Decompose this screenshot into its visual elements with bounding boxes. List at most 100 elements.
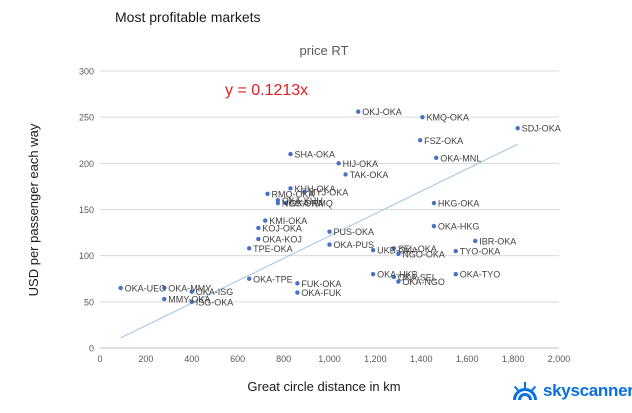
y-tick-label: 250	[79, 113, 94, 123]
point-label: NGO-OKA	[402, 249, 445, 259]
data-point	[256, 236, 261, 242]
grid-lines	[100, 70, 559, 303]
y-tick-label: 300	[79, 67, 94, 77]
point-label: MYJ-OKA	[308, 187, 348, 197]
data-point	[391, 246, 396, 251]
data-point	[355, 109, 361, 114]
page-heading: Most profitable markets	[115, 9, 261, 25]
data-point	[515, 126, 520, 131]
data-point	[370, 247, 376, 253]
y-tick-label: 100	[79, 251, 94, 261]
data-point	[336, 161, 341, 166]
point-label: FSZ-OKA	[424, 136, 463, 146]
point-label: OKA-SEL	[398, 272, 437, 282]
data-points	[118, 109, 520, 305]
data-point	[265, 191, 270, 197]
x-tick-label: 1,600	[456, 354, 479, 364]
data-point	[431, 200, 437, 206]
data-point	[327, 229, 332, 234]
x-tick-label: 600	[230, 354, 245, 364]
data-point	[420, 114, 425, 120]
tick-labels: 0 50 100 150 200 250 300 0 200 400 600 800 1,000 1,20…	[79, 67, 570, 365]
data-point	[189, 299, 194, 305]
data-point	[288, 186, 293, 191]
data-point	[288, 151, 293, 157]
data-point	[275, 200, 281, 206]
point-label: OKA-MNL	[440, 153, 481, 163]
data-point	[370, 271, 376, 277]
point-label: OKA-TYO	[460, 270, 501, 280]
data-point	[246, 246, 252, 251]
data-point	[162, 285, 167, 291]
point-label: RMQ-OKA	[272, 189, 315, 199]
x-tick-label: 200	[138, 354, 153, 364]
x-tick-label: 1,400	[410, 354, 433, 364]
point-label: OKA-FUK	[301, 288, 341, 298]
data-point	[453, 271, 458, 277]
data-point	[246, 276, 252, 281]
point-label: HKG-OKA	[438, 199, 480, 209]
data-point	[396, 279, 401, 284]
point-label: OKA-UEO	[125, 283, 167, 293]
point-label: UKB-OKA	[377, 246, 418, 256]
x-axis-label: Great circle distance in km	[247, 379, 400, 394]
point-label: FUK-OKA	[301, 279, 341, 289]
y-tick-label: 200	[79, 159, 94, 169]
data-point	[295, 290, 300, 295]
data-point	[391, 274, 396, 280]
data-point	[434, 155, 439, 160]
point-label: OKA-PUS	[334, 240, 375, 250]
point-label: KHH-OKA	[294, 184, 335, 194]
point-label: ISG-OKA	[196, 297, 234, 307]
point-label: KMQ-OKA	[426, 113, 469, 123]
brand-name: skyscanner	[543, 381, 632, 400]
y-tick-label: 150	[79, 205, 94, 215]
point-label: SDJ-OKA	[522, 124, 561, 134]
point-label: OKA-MMY	[168, 283, 211, 293]
point-label: OKA-NGO	[402, 277, 445, 287]
point-label: OKA-HKB	[377, 270, 418, 280]
x-tick-label: 400	[184, 354, 199, 364]
point-label: SEL-OKA	[398, 244, 437, 254]
data-point	[473, 238, 478, 244]
data-point	[453, 248, 458, 254]
data-point	[302, 189, 307, 195]
point-label: TAK-OKA	[350, 170, 389, 180]
chart-title: price RT	[300, 43, 349, 58]
trendline-equation: y = 0.1213x	[225, 82, 308, 99]
point-label: KMI-OKA	[269, 216, 307, 226]
x-tick-label: 800	[276, 354, 291, 364]
point-label: IBR-OKA	[479, 236, 516, 246]
point-label: OKA-ISG	[196, 287, 234, 297]
point-label: PUS-OKA	[334, 227, 375, 237]
skyscanner-sunrise-icon	[513, 382, 537, 400]
point-label: TYO-OKA	[460, 247, 501, 257]
point-label: OKJ-OKA	[362, 107, 402, 117]
data-point	[295, 281, 300, 286]
point-label: OKA-KHH	[282, 196, 323, 206]
data-point	[327, 242, 332, 247]
data-point	[189, 289, 194, 294]
data-point	[343, 172, 348, 177]
data-point	[396, 251, 401, 257]
x-tick-label: 2,000	[548, 354, 571, 364]
data-point	[283, 200, 289, 206]
x-tick-label: 0	[97, 354, 102, 364]
x-tick-label: 1,800	[502, 354, 525, 364]
y-axis-label: USD per passenger each way	[26, 123, 41, 296]
data-point	[417, 138, 423, 143]
point-label: SHA-OKA	[294, 150, 335, 160]
x-tick-label: 1,000	[318, 354, 341, 364]
data-point	[263, 218, 268, 223]
point-label: OKA-RMQ	[290, 199, 333, 209]
point-label: OKA-KOJ	[262, 235, 302, 245]
point-label: NGS-OKA	[282, 199, 324, 209]
y-tick-label: 50	[84, 297, 94, 307]
trendline	[120, 143, 518, 339]
point-label: HIJ-OKA	[343, 159, 379, 169]
data-point	[162, 296, 167, 302]
point-label: OKA-HKG	[438, 222, 480, 232]
data-point	[431, 223, 437, 229]
